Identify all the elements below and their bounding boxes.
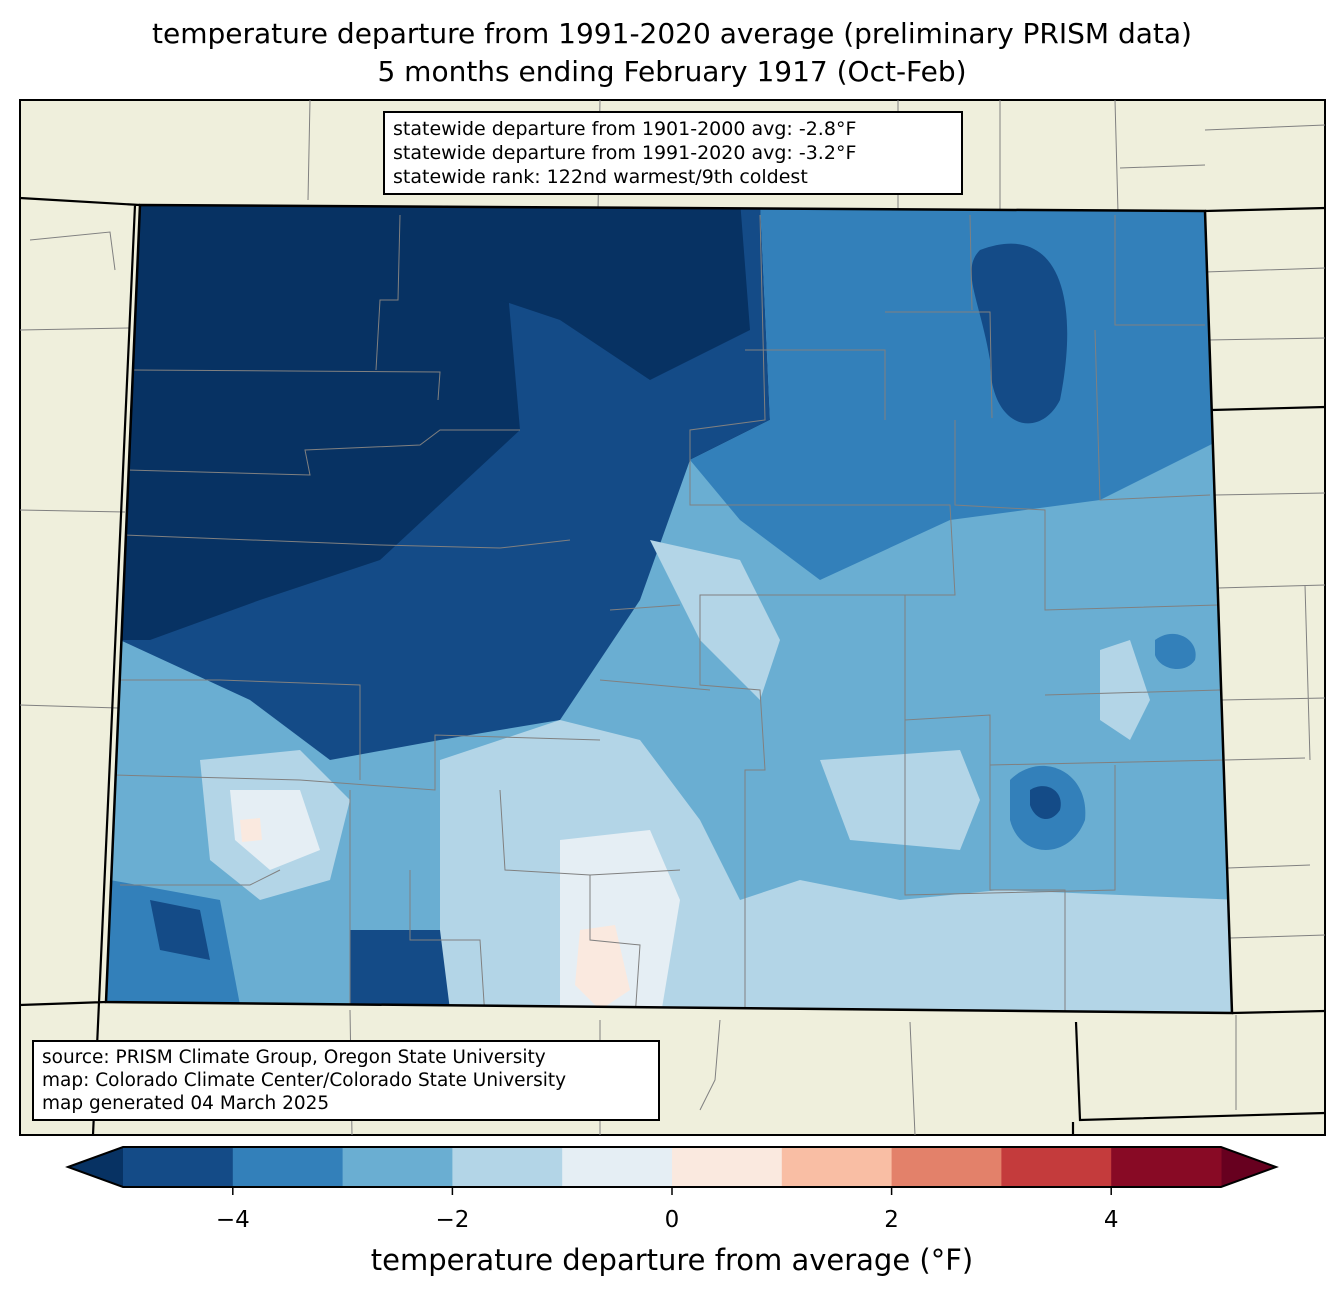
source-line-2: map: Colorado Climate Center/Colorado St… xyxy=(42,1070,567,1091)
colorbar-label: temperature departure from average (°F) xyxy=(370,1243,974,1277)
colorbar-tick-label: 4 xyxy=(1103,1207,1119,1233)
colorbar xyxy=(65,1146,1279,1195)
colorbar-segment xyxy=(123,1147,234,1187)
colorado-border xyxy=(104,203,1234,1015)
colorbar-under-extension xyxy=(68,1147,123,1187)
colorbar-segment xyxy=(891,1147,1002,1187)
colorbar-segment xyxy=(1001,1147,1112,1187)
source-box: source: PRISM Climate Group, Oregon Stat… xyxy=(32,1040,660,1121)
colorbar-outline xyxy=(65,1146,1279,1188)
source-line-1: source: PRISM Climate Group, Oregon Stat… xyxy=(42,1047,546,1068)
statewide-stats-box: statewide departure from 1901-2000 avg: … xyxy=(383,111,963,195)
county-lines xyxy=(114,214,1226,1013)
colorbar-tick-label: −4 xyxy=(215,1207,250,1233)
neighbor-state-borders xyxy=(19,196,1326,1136)
colorbar-segment xyxy=(562,1147,673,1187)
colorbar-segment xyxy=(1111,1147,1222,1187)
colorbar-tick-label: 0 xyxy=(664,1207,680,1233)
source-line-3: map generated 04 March 2025 xyxy=(42,1093,330,1114)
colorbar-segment xyxy=(672,1147,783,1187)
colorbar-segment xyxy=(452,1147,563,1187)
colorbar-segment xyxy=(232,1147,344,1187)
colorbar-segment xyxy=(781,1147,893,1187)
temperature-departure-field xyxy=(106,205,1232,1013)
colorbar-over-extension xyxy=(1221,1147,1276,1187)
stats-line-3: statewide rank: 122nd warmest/9th coldes… xyxy=(393,166,808,188)
map-subtitle: 5 months ending February 1917 (Oct-Feb) xyxy=(377,55,967,88)
colorbar-tick-label: 2 xyxy=(884,1207,899,1233)
colorbar-segment xyxy=(342,1147,453,1187)
stats-line-2: statewide departure from 1991-2020 avg: … xyxy=(393,142,857,164)
stats-line-1: statewide departure from 1901-2000 avg: … xyxy=(393,118,857,140)
colorbar-tick-label: −2 xyxy=(435,1207,470,1233)
map-title: temperature departure from 1991-2020 ave… xyxy=(152,17,1192,50)
